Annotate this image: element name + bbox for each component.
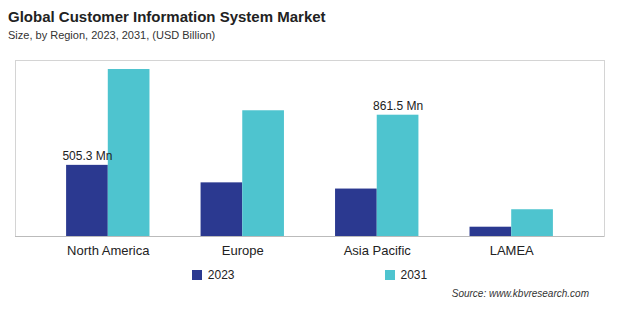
html-text:2031: 2031 [400, 268, 428, 282]
html-text:Source: www.kbvresearch.com: Source: www.kbvresearch.com [451, 288, 589, 299]
svg-text:505.3 Mn: 505.3 Mn [62, 149, 112, 163]
svg-text:Asia Pacific: Asia Pacific [344, 243, 412, 258]
html-text:Size, by Region, 2023, 2031, (: Size, by Region, 2023, 2031, (USD Billio… [8, 29, 216, 41]
svg-text:LAMEA: LAMEA [490, 243, 534, 258]
svg-text:Europe: Europe [222, 243, 264, 258]
html-text:2023: 2023 [207, 268, 235, 282]
svg-text:861.5 Mn: 861.5 Mn [373, 99, 423, 113]
svg-text:North America: North America [67, 243, 150, 258]
html-text:Global Customer Information Sy: Global Customer Information System Marke… [8, 8, 326, 25]
